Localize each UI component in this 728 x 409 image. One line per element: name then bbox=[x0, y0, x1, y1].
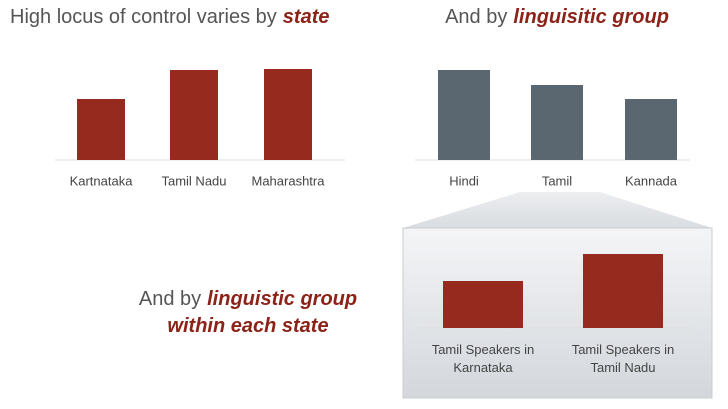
category-label-box: Tamil Speakers in Karnataka bbox=[431, 342, 535, 375]
category-label: Kartnataka bbox=[70, 173, 134, 188]
category-label: Tamil Speakers in Karnataka bbox=[431, 342, 535, 375]
title-emphasis: within each state bbox=[167, 315, 328, 337]
title-emphasis: linguisitic group bbox=[513, 6, 669, 28]
bar bbox=[531, 85, 583, 160]
bar bbox=[77, 99, 125, 160]
category-label: Hindi bbox=[449, 173, 479, 188]
category-label: Maharashtra bbox=[252, 173, 326, 188]
bar bbox=[264, 69, 312, 160]
bar bbox=[438, 70, 490, 160]
chart-title: And by linguistic group bbox=[139, 288, 357, 310]
chart-title: High locus of control varies by state bbox=[10, 6, 330, 28]
category-label: Kannada bbox=[625, 173, 678, 188]
title-text: And by bbox=[445, 6, 507, 28]
bar bbox=[583, 254, 663, 328]
category-label: Tamil Nadu bbox=[161, 173, 226, 188]
title-text: And by bbox=[139, 288, 201, 310]
bar bbox=[170, 70, 218, 160]
title-emphasis: linguistic group bbox=[207, 288, 357, 310]
category-label-box: Tamil Speakers in Tamil Nadu bbox=[571, 342, 675, 375]
category-label: Tamil bbox=[542, 173, 572, 188]
chart-title: within each state bbox=[167, 315, 328, 337]
bar bbox=[443, 281, 523, 328]
title-emphasis: state bbox=[283, 6, 330, 28]
category-label: Tamil Speakers in Tamil Nadu bbox=[571, 342, 675, 375]
bar bbox=[625, 99, 677, 160]
zoom-connector bbox=[403, 192, 712, 228]
chart-title: And by linguisitic group bbox=[445, 6, 669, 28]
title-text: High locus of control varies by bbox=[10, 6, 277, 28]
